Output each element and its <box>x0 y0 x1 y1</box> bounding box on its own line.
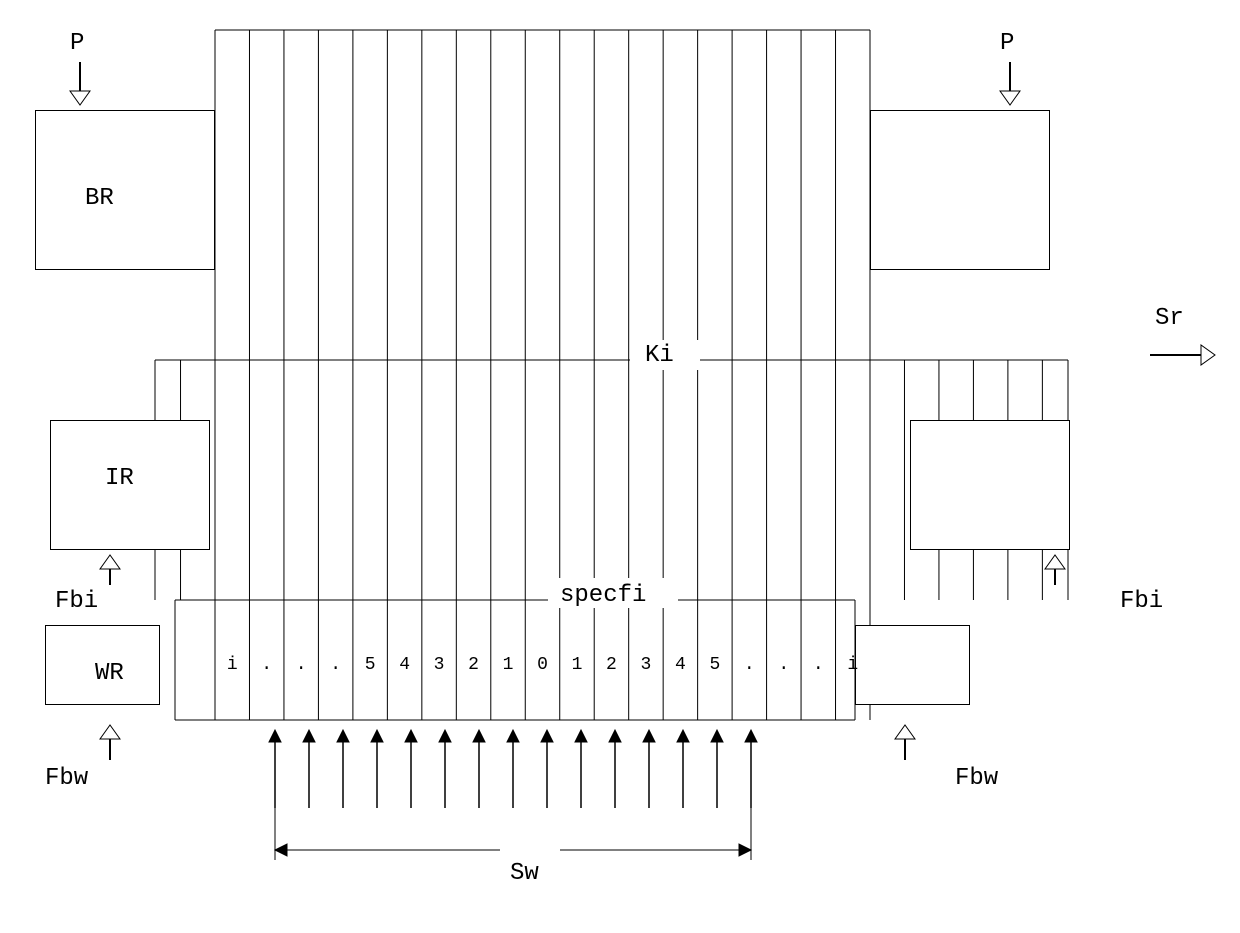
Fbi-right-label: Fbi <box>1120 588 1163 615</box>
slice-label-3: . <box>330 655 341 675</box>
slice-label-4: 5 <box>365 655 376 675</box>
slice-label-12: 3 <box>641 655 652 675</box>
Fbw-right-label: Fbw <box>955 765 998 792</box>
Ki-label: Ki <box>645 342 674 369</box>
slice-label-14: 5 <box>709 655 720 675</box>
slice-label-1: . <box>261 655 272 675</box>
Sw-label: Sw <box>510 860 539 887</box>
slice-label-10: 1 <box>572 655 583 675</box>
Sr-label: Sr <box>1155 305 1184 332</box>
slice-label-8: 1 <box>503 655 514 675</box>
slice-label-0: i <box>227 655 238 675</box>
BR-label: BR <box>85 185 114 212</box>
P-left-label: P <box>70 30 84 57</box>
slice-label-18: i <box>847 655 858 675</box>
IR_right-box <box>910 420 1070 550</box>
slice-label-13: 4 <box>675 655 686 675</box>
WR-label: WR <box>95 660 124 687</box>
slice-label-15: . <box>744 655 755 675</box>
slice-label-16: . <box>778 655 789 675</box>
Fbi-left-label: Fbi <box>55 588 98 615</box>
specfi-label: specfi <box>560 582 646 609</box>
BR_left-box <box>35 110 215 270</box>
slice-label-11: 2 <box>606 655 617 675</box>
Fbw-left-label: Fbw <box>45 765 88 792</box>
slice-label-5: 4 <box>399 655 410 675</box>
slice-label-6: 3 <box>434 655 445 675</box>
slice-label-17: . <box>813 655 824 675</box>
P-right-label: P <box>1000 30 1014 57</box>
BR_right-box <box>870 110 1050 270</box>
WR_right-box <box>855 625 970 705</box>
slice-label-2: . <box>296 655 307 675</box>
slice-label-9: 0 <box>537 655 548 675</box>
IR-label: IR <box>105 465 134 492</box>
slice-label-7: 2 <box>468 655 479 675</box>
